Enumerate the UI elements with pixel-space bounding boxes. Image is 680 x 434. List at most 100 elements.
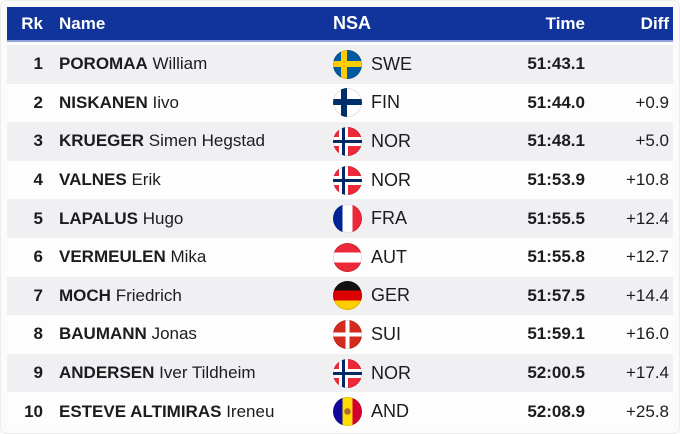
rank-cell: 6 [33,247,43,267]
header-name: Name [59,13,106,33]
athlete-given-name: William [152,54,208,74]
table-row: 10 ESTEVE ALTIMIRAS Ireneu AND 52:08.9 +… [7,392,673,431]
nsa-cell: FRA [333,204,455,234]
nor-flag-icon [333,358,362,388]
time-cell: 51:55.5 [527,208,585,228]
athlete-given-name: Mika [170,247,207,267]
name-cell: NISKANEN Iivo [59,93,333,113]
and-flag-icon [333,397,362,427]
nsa-cell: NOR [333,126,455,156]
header-rank: Rk [21,13,43,33]
athlete-given-name: Jonas [151,324,197,344]
time-cell: 51:53.9 [527,170,585,190]
table-row: 5 LAPALUS Hugo FRA 51:55.5 +12.4 [7,199,673,238]
table-row: 1 POROMAA William SWE 51:43.1 [7,45,673,84]
nsa-cell: NOR [333,358,455,388]
sui-flag-icon [333,319,362,349]
name-cell: VALNES Erik [59,170,333,190]
table-row: 4 VALNES Erik NOR 51:53.9 +10.8 [7,160,673,200]
athlete-surname: LAPALUS [59,208,139,228]
athlete-given-name: Friedrich [115,285,182,305]
nsa-code: GER [371,285,411,306]
time-cell: 51:55.8 [527,247,585,267]
name-cell: POROMAA William [59,54,333,74]
table-row: 6 VERMEULEN Mika AUT 51:55.8 +12.7 [7,237,673,277]
swe-flag-icon [333,49,362,79]
nsa-code: AUT [371,246,407,267]
diff-cell: +17.4 [625,363,669,383]
name-cell: KRUEGER Simen Hegstad [59,131,333,151]
diff-cell: +0.9 [635,92,669,112]
nsa-code: FRA [371,208,407,229]
athlete-given-name: Iivo [152,92,179,112]
time-cell: 51:48.1 [527,131,585,151]
diff-cell: +25.8 [625,401,669,421]
diff-cell: +5.0 [635,131,669,151]
nor-flag-icon [333,126,362,156]
table-body: 1 POROMAA William SWE 51:43.1 2 NISKANEN… [7,45,673,431]
athlete-surname: ANDERSEN [59,363,155,383]
diff-cell: +12.4 [625,208,669,228]
name-cell: MOCH Friedrich [59,286,333,306]
athlete-surname: NISKANEN [59,92,148,112]
athlete-given-name: Hugo [142,208,184,228]
time-cell: 51:43.1 [527,54,585,74]
nsa-cell: SUI [333,319,455,349]
nsa-cell: AUT [333,242,455,272]
header-time: Time [545,13,585,33]
athlete-surname: POROMAA [59,54,148,74]
table-header-row: Rk Name NSA Time Diff [7,7,673,42]
name-cell: VERMEULEN Mika [59,247,333,267]
nsa-cell: NOR [333,165,455,195]
time-cell: 51:57.5 [527,285,585,305]
rank-cell: 2 [33,92,43,112]
time-cell: 51:44.0 [527,92,585,112]
table-row: 8 BAUMANN Jonas SUI 51:59.1 +16.0 [7,315,673,354]
nsa-cell: FIN [333,88,455,118]
name-cell: ANDERSEN Iver Tildheim [59,363,333,383]
time-cell: 51:59.1 [527,324,585,344]
fra-flag-icon [333,204,362,234]
nsa-code: NOR [371,362,411,383]
athlete-surname: VALNES [59,170,127,190]
athlete-surname: KRUEGER [59,131,145,151]
table-row: 3 KRUEGER Simen Hegstad NOR 51:48.1 +5.0 [7,122,673,161]
nsa-code: SWE [371,53,413,74]
nor-flag-icon [333,165,362,195]
rank-cell: 3 [33,131,43,151]
rank-cell: 8 [33,324,43,344]
nsa-cell: AND [333,397,455,427]
diff-cell: +14.4 [625,285,669,305]
table-row: 9 ANDERSEN Iver Tildheim NOR 52:00.5 +17… [7,353,673,393]
results-table: Rk Name NSA Time Diff 1 POROMAA William … [7,7,673,431]
rank-cell: 4 [33,170,43,190]
athlete-given-name: Ireneu [226,401,275,421]
table-row: 7 MOCH Friedrich GER 51:57.5 +14.4 [7,276,673,316]
time-cell: 52:08.9 [527,401,585,421]
rank-cell: 10 [24,401,43,421]
rank-cell: 5 [33,208,43,228]
nsa-code: NOR [371,169,411,190]
time-cell: 52:00.5 [527,363,585,383]
header-diff: Diff [640,13,669,33]
nsa-code: AND [371,401,410,422]
rank-cell: 7 [33,285,43,305]
athlete-given-name: Iver Tildheim [159,363,256,383]
aut-flag-icon [333,242,362,272]
athlete-surname: VERMEULEN [59,247,166,267]
nsa-code: NOR [371,130,411,151]
athlete-given-name: Erik [131,170,161,190]
nsa-code: FIN [371,92,400,113]
header-nsa: NSA [333,13,372,33]
rank-cell: 1 [33,54,43,74]
nsa-code: SUI [371,323,402,344]
name-cell: ESTEVE ALTIMIRAS Ireneu [59,402,333,422]
diff-cell: +10.8 [625,170,669,190]
diff-cell: +16.0 [625,324,669,344]
athlete-surname: MOCH [59,285,111,305]
nsa-cell: SWE [333,49,455,79]
fin-flag-icon [333,88,362,118]
ger-flag-icon [333,281,362,311]
diff-cell: +12.7 [625,247,669,267]
